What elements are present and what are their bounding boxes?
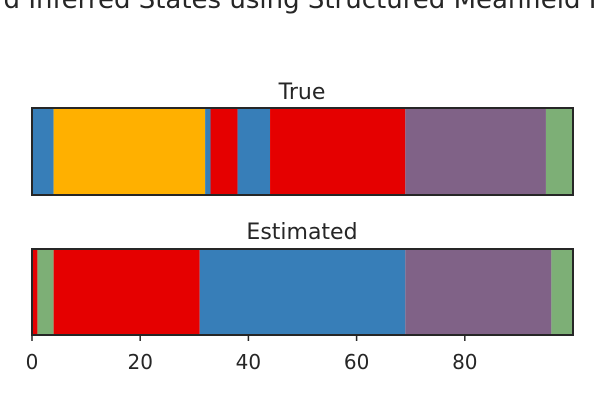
panel-estimated-segments bbox=[32, 249, 573, 335]
state-segment-true-2 bbox=[205, 108, 211, 195]
state-segment-estimated-4 bbox=[405, 249, 552, 335]
state-segment-estimated-2 bbox=[53, 249, 200, 335]
state-segment-true-4 bbox=[237, 108, 271, 195]
panel-title-estimated: Estimated bbox=[246, 220, 357, 245]
x-tick-label-0: 0 bbox=[26, 350, 39, 374]
x-tick-label-60: 60 bbox=[344, 350, 369, 374]
state-segment-true-5 bbox=[270, 108, 406, 195]
state-segment-estimated-0 bbox=[32, 249, 38, 335]
state-segment-estimated-5 bbox=[551, 249, 573, 335]
state-segment-true-3 bbox=[210, 108, 238, 195]
panel-true-segments bbox=[32, 108, 573, 195]
state-segment-true-6 bbox=[405, 108, 546, 195]
x-tick-label-80: 80 bbox=[452, 350, 477, 374]
x-tick-label-40: 40 bbox=[236, 350, 261, 374]
state-segment-true-7 bbox=[545, 108, 573, 195]
x-axis-ticks: 0 20 40 60 80 bbox=[26, 335, 478, 374]
x-tick-label-20: 20 bbox=[127, 350, 152, 374]
state-segment-estimated-1 bbox=[37, 249, 54, 335]
figure-title: d Inferred States using Structured Meanf… bbox=[4, 0, 597, 15]
state-segment-estimated-3 bbox=[199, 249, 406, 335]
state-segment-true-1 bbox=[53, 108, 206, 195]
panel-true-frame bbox=[31, 107, 574, 196]
panel-title-true: True bbox=[278, 80, 326, 105]
panel-estimated-frame bbox=[31, 248, 574, 336]
state-segment-true-0 bbox=[32, 108, 54, 195]
